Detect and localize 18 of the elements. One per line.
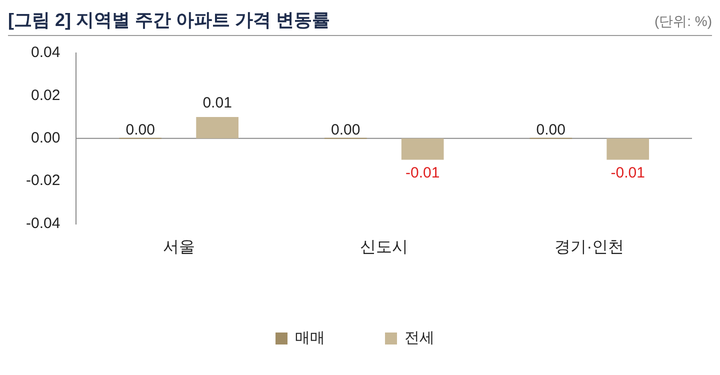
y-tick-label: 0.02 <box>30 86 60 104</box>
y-tick-label: 0.04 <box>30 44 60 62</box>
legend-label: 매매 <box>295 330 325 347</box>
y-tick-label: -0.04 <box>26 214 60 232</box>
x-tick-label: 서울 <box>162 238 195 256</box>
y-tick-label: -0.02 <box>26 172 60 190</box>
data-label: 0.01 <box>202 94 232 112</box>
data-label: 0.00 <box>331 122 360 139</box>
data-label: -0.01 <box>610 164 645 182</box>
x-tick-label: 경기·인천 <box>554 238 624 256</box>
chart-title: [그림 2] 지역별 주간 아파트 가격 변동률 <box>8 9 330 32</box>
data-label: 0.00 <box>536 122 566 139</box>
legend-label: 전세 <box>404 330 434 347</box>
x-tick-label: 신도시 <box>360 238 408 256</box>
y-tick-label: 0.00 <box>30 130 60 147</box>
data-label: 0.00 <box>126 122 155 139</box>
data-label: -0.01 <box>405 164 440 182</box>
text: (단위: %) <box>654 13 712 29</box>
